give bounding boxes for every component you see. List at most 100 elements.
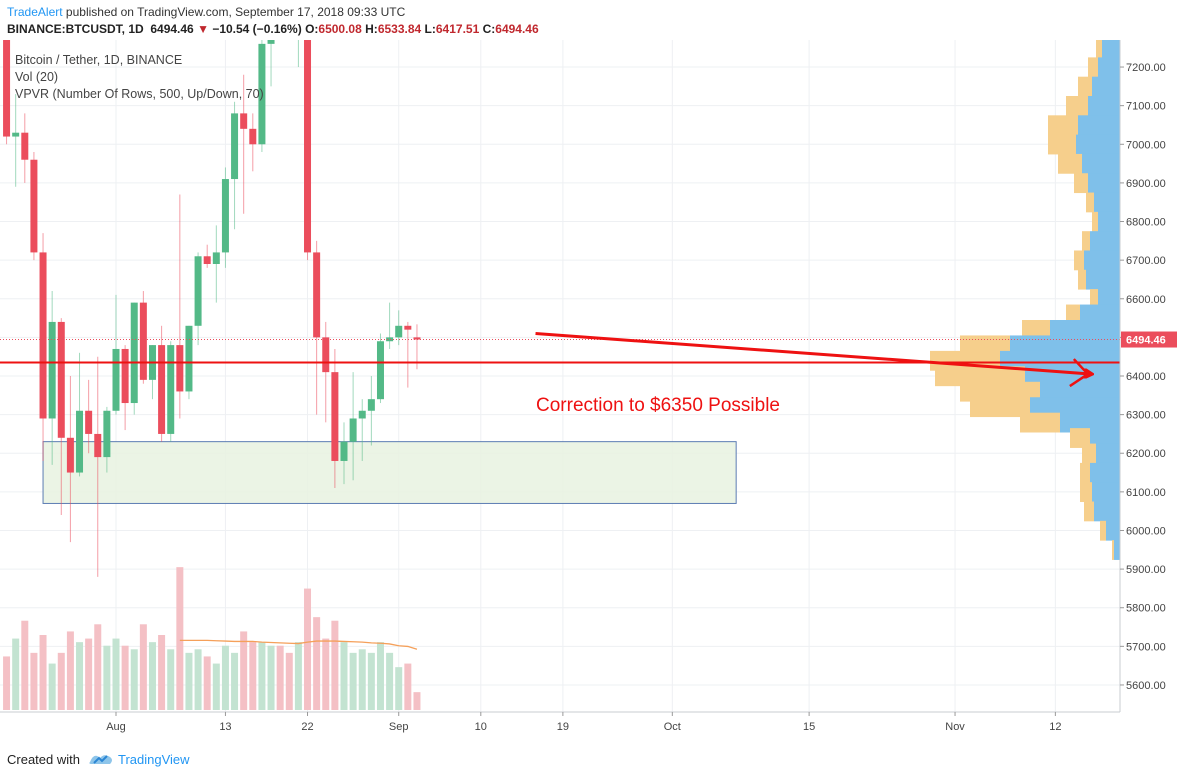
price-chart[interactable]: Correction to $6350 Possible 7200.00 7100.… (0, 40, 1178, 740)
candle-body[interactable] (66, 437, 74, 473)
annotation-arrow[interactable] (535, 332, 1092, 375)
volume-bar[interactable] (103, 645, 111, 710)
volume-bar[interactable] (313, 617, 321, 710)
candle-body[interactable] (231, 113, 239, 180)
candle-body[interactable] (30, 159, 38, 253)
candle-body[interactable] (185, 325, 193, 392)
candle-body[interactable] (367, 399, 375, 411)
candle-body[interactable] (112, 348, 120, 411)
candle-body[interactable] (85, 410, 93, 434)
symbol-name[interactable]: BINANCE:BTCUSDT, 1D (7, 22, 144, 36)
volume-bar[interactable] (267, 645, 275, 710)
candle-body[interactable] (249, 128, 257, 145)
candle-body[interactable] (376, 341, 384, 400)
volume-bar[interactable] (158, 635, 166, 710)
volume-bar[interactable] (66, 631, 74, 710)
volume-bar[interactable] (3, 656, 11, 710)
volume-bar[interactable] (148, 642, 156, 710)
volume-bar[interactable] (185, 652, 193, 710)
volume-bar[interactable] (112, 638, 120, 710)
candle-body[interactable] (167, 345, 175, 434)
candle-body[interactable] (48, 321, 56, 419)
volume-bar[interactable] (404, 663, 412, 710)
chart-area[interactable]: Correction to $6350 Possible 7200.00 7100.… (0, 40, 1178, 740)
volume-bar[interactable] (358, 649, 366, 710)
volume-bar[interactable] (194, 649, 202, 710)
candle-body[interactable] (3, 40, 11, 137)
candle-body[interactable] (331, 372, 339, 461)
candle-body[interactable] (176, 345, 184, 392)
candle-body[interactable] (203, 256, 211, 264)
candle-body[interactable] (103, 410, 111, 458)
candle-body[interactable] (413, 337, 421, 340)
candle-body[interactable] (358, 410, 366, 419)
volume-bar[interactable] (21, 620, 29, 710)
candle-body[interactable] (121, 348, 129, 404)
volume-bar[interactable] (285, 652, 293, 710)
volume-bar[interactable] (39, 635, 47, 710)
candle-body[interactable] (12, 132, 20, 137)
volume-bar[interactable] (212, 663, 220, 710)
candle-body[interactable] (386, 337, 394, 342)
volume-bar[interactable] (331, 620, 339, 710)
volume-bar[interactable] (349, 652, 357, 710)
volume-bar[interactable] (340, 642, 348, 710)
candle-body[interactable] (158, 345, 166, 434)
volume-bar[interactable] (304, 588, 312, 710)
volume-bar[interactable] (258, 642, 266, 710)
candle-body[interactable] (194, 256, 202, 326)
candle-body[interactable] (57, 321, 65, 438)
tradingview-brand[interactable]: TradingView (118, 752, 190, 767)
volume-bar[interactable] (221, 645, 229, 710)
candle-body[interactable] (267, 40, 275, 44)
volume-bar[interactable] (167, 649, 175, 710)
volume-bar[interactable] (395, 667, 403, 710)
volume-bar[interactable] (276, 645, 284, 710)
candle-body[interactable] (212, 252, 220, 264)
candle-body[interactable] (313, 252, 321, 338)
volume-profile (930, 40, 1120, 560)
volume-bar[interactable] (231, 652, 239, 710)
volume-bar[interactable] (94, 624, 102, 710)
volume-bar[interactable] (85, 638, 93, 710)
volume-bar[interactable] (322, 638, 330, 710)
publisher-link[interactable]: TradeAlert (7, 5, 63, 19)
candle-body[interactable] (139, 302, 147, 380)
candle-body[interactable] (94, 433, 102, 458)
volume-bar[interactable] (48, 663, 56, 710)
candle-body[interactable] (304, 40, 312, 253)
volume-bar[interactable] (203, 656, 211, 710)
legend-vpvr[interactable]: VPVR (Number Of Rows, 500, Up/Down, 70) (15, 87, 264, 101)
volume-bar[interactable] (57, 652, 65, 710)
candle-body[interactable] (39, 252, 47, 419)
volume-bar[interactable] (30, 652, 38, 710)
volume-bar[interactable] (367, 652, 375, 710)
annotation-text[interactable]: Correction to $6350 Possible (536, 395, 780, 416)
volume-bar[interactable] (294, 642, 302, 710)
volume-bar[interactable] (139, 624, 147, 710)
volume-bar[interactable] (376, 642, 384, 710)
volume-bar[interactable] (121, 645, 129, 710)
candle-body[interactable] (349, 418, 357, 442)
volume-bar[interactable] (12, 638, 20, 710)
candle-body[interactable] (76, 410, 84, 473)
legend-series[interactable]: Bitcoin / Tether, 1D, BINANCE (15, 53, 183, 67)
candle-body[interactable] (21, 132, 29, 160)
volume-bar[interactable] (76, 642, 84, 710)
candle-body[interactable] (322, 337, 330, 373)
candle-body[interactable] (130, 302, 138, 404)
candle-body[interactable] (340, 441, 348, 461)
volume-bar[interactable] (249, 642, 257, 710)
candle-body[interactable] (240, 113, 248, 129)
volume-bar[interactable] (413, 692, 421, 710)
legend-volume[interactable]: Vol (20) (15, 70, 59, 84)
volume-bar[interactable] (386, 652, 394, 710)
volume-bar[interactable] (130, 649, 138, 710)
candle-body[interactable] (258, 43, 266, 145)
support-zone[interactable] (42, 441, 737, 504)
candle-body[interactable] (404, 325, 412, 330)
candle-body[interactable] (395, 325, 403, 338)
candle-body[interactable] (221, 179, 229, 253)
volume-bar[interactable] (240, 631, 248, 710)
volume-bar[interactable] (176, 567, 184, 710)
